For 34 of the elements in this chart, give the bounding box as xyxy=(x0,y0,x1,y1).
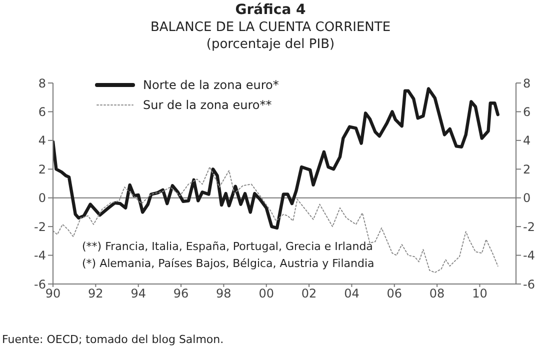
chart-title: Gráfica 4 xyxy=(234,2,307,19)
x-tick-label: 00 xyxy=(258,286,274,301)
y2-tick-label: -4 xyxy=(523,248,535,263)
y2-tick-label: 6 xyxy=(523,104,531,119)
x-tick-label: 06 xyxy=(386,286,402,301)
y2-tick-label: 8 xyxy=(523,76,531,90)
x-tick-label: 10 xyxy=(472,286,488,301)
chart-subtitle: BALANCE DE LA CUENTA CORRIENTE (porcentaje del PIB) xyxy=(149,19,392,53)
x-tick-label: 02 xyxy=(301,286,317,301)
x-tick-label: 96 xyxy=(173,286,189,301)
y-tick-label: -2 xyxy=(34,220,46,234)
y-tick-label: 6 xyxy=(38,104,46,119)
x-tick-label: 08 xyxy=(429,286,445,301)
y2-tick-label: 0 xyxy=(523,191,531,206)
legend-label: Sur de la zona euro** xyxy=(143,97,272,114)
x-tick-label: 04 xyxy=(344,286,360,301)
y-tick-label: 8 xyxy=(38,76,46,90)
x-tick-label: 92 xyxy=(88,286,104,301)
y2-tick-label: -2 xyxy=(523,220,535,234)
x-tick-label: 94 xyxy=(130,286,146,301)
y-tick-label: -6 xyxy=(34,277,46,292)
annotation: (**) Francia, Italia, España, Portugal, Grecia e Irlanda xyxy=(82,239,374,255)
y-tick-label: 2 xyxy=(38,162,46,176)
source-note: Fuente: OECD; tomado del blog Salmon. xyxy=(2,333,224,346)
y2-tick-label: -6 xyxy=(523,277,535,292)
y-tick-label: -4 xyxy=(34,248,46,263)
x-tick-label: 90 xyxy=(45,286,61,301)
y-tick-label: 0 xyxy=(38,191,46,206)
x-tick-label: 98 xyxy=(216,286,232,301)
annotation: (*) Alemania, Países Bajos, Bélgica, Austria y Filandia xyxy=(82,256,374,272)
legend-label: Norte de la zona euro* xyxy=(143,77,279,94)
y2-tick-label: 2 xyxy=(523,162,531,176)
y-tick-label: 4 xyxy=(38,134,46,148)
y2-tick-label: 4 xyxy=(523,134,531,148)
